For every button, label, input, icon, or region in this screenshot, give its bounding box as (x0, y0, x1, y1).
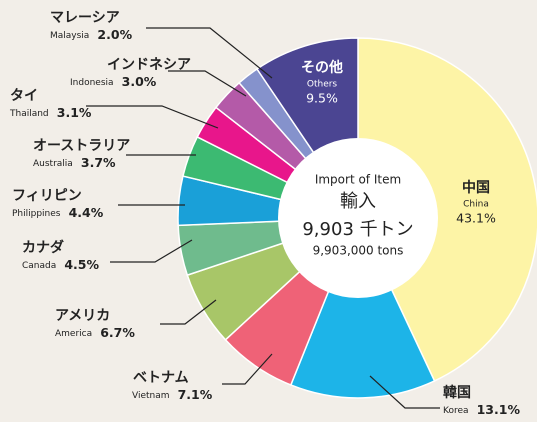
slice-label-en: Canada (22, 261, 56, 271)
slice-label-group: Korea 13.1% (443, 400, 520, 419)
slice-label-group: America 6.7% (55, 323, 135, 342)
slice-label-en: China (463, 200, 489, 210)
slice-label: タイ (10, 88, 38, 104)
center-title-jp: 輸入 (340, 191, 376, 212)
value-label: 4.4% (69, 205, 104, 220)
slice-label-en: Thailand (9, 109, 49, 119)
leader-line (146, 27, 273, 79)
slice-label: インドネシア (107, 57, 191, 73)
value-label: 3.1% (57, 105, 92, 120)
slice-label-en: Indonesia (70, 78, 114, 88)
value-label: 3.7% (81, 155, 116, 170)
value-label: 7.1% (178, 387, 213, 402)
leader-line (160, 299, 217, 325)
slice-label-en: America (55, 329, 92, 339)
slice-label-group: Vietnam 7.1% (132, 385, 213, 404)
slice-label-group: Australia 3.7% (33, 153, 116, 172)
slice-label: アメリカ (55, 308, 110, 324)
slice-label-group: Thailand 3.1% (9, 103, 92, 122)
slice-label: カナダ (22, 239, 64, 256)
slice-label-group: Canada 4.5% (22, 255, 99, 274)
leader-line (222, 353, 273, 385)
leader-line (86, 105, 219, 129)
center-total-tons: 9,903,000 tons (313, 244, 404, 258)
slice-label-group: Philippines 4.4% (12, 203, 104, 222)
slice-label-en: Philippines (12, 209, 61, 219)
slice (289, 216, 436, 399)
slice-label: フィリピン (12, 188, 82, 204)
slice-label-en: Australia (33, 159, 73, 169)
slice-label: 韓国 (443, 384, 471, 401)
slice-label: 中国 (462, 179, 490, 196)
value-label: 3.0% (122, 74, 157, 89)
value-label: 2.0% (97, 27, 132, 42)
slice-label-en: Korea (443, 406, 469, 416)
slice-label: マレーシア (50, 10, 120, 26)
value-label: 6.7% (100, 325, 135, 340)
slice-label-en: Malaysia (50, 31, 89, 41)
leader-line (369, 375, 440, 409)
center-total: 9,903 千トン (302, 219, 413, 240)
value-label: 4.5% (64, 257, 99, 272)
leader-line (110, 239, 193, 263)
slice-label-group: Malaysia 2.0% (50, 25, 133, 44)
slice-label-group: Indonesia 3.0% (70, 72, 157, 91)
slice-label: オーストラリア (33, 138, 130, 154)
center-title: Import of Item (315, 173, 401, 187)
slice-label-en: Others (307, 80, 338, 90)
slice (357, 37, 537, 382)
slice-label: ベトナム (133, 370, 189, 386)
value-label: 9.5% (306, 91, 338, 106)
donut-hole (278, 138, 438, 298)
value-label: 13.1% (477, 402, 521, 417)
slice-label-en: Vietnam (132, 391, 170, 401)
leader-line (168, 70, 247, 97)
value-label: 43.1% (456, 211, 496, 226)
slice-label: その他 (301, 59, 343, 76)
